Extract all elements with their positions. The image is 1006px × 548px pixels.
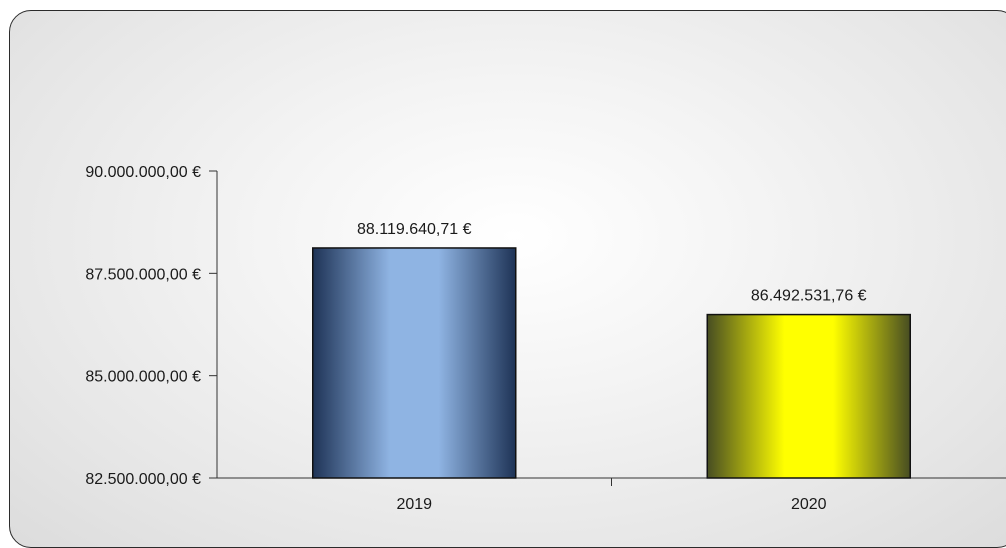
data-label-2019: 88.119.640,71 € <box>357 221 472 238</box>
labels: 82.500.000,00 € 85.000.000,00 € 87.500.000… <box>85 164 866 513</box>
y-tick-label: 82.500.000,00 € <box>85 471 201 488</box>
x-tick-label-2020: 2020 <box>791 496 827 513</box>
bars <box>312 247 911 479</box>
x-tick-label-2019: 2019 <box>396 496 432 513</box>
data-label-2020: 86.492.531,76 € <box>751 288 867 305</box>
y-tick-label: 85.000.000,00 € <box>85 369 201 386</box>
bar-2019 <box>312 247 517 479</box>
bar-2020 <box>706 313 911 479</box>
y-tick-label: 90.000.000,00 € <box>85 164 201 181</box>
y-tick-label: 87.500.000,00 € <box>85 266 201 283</box>
